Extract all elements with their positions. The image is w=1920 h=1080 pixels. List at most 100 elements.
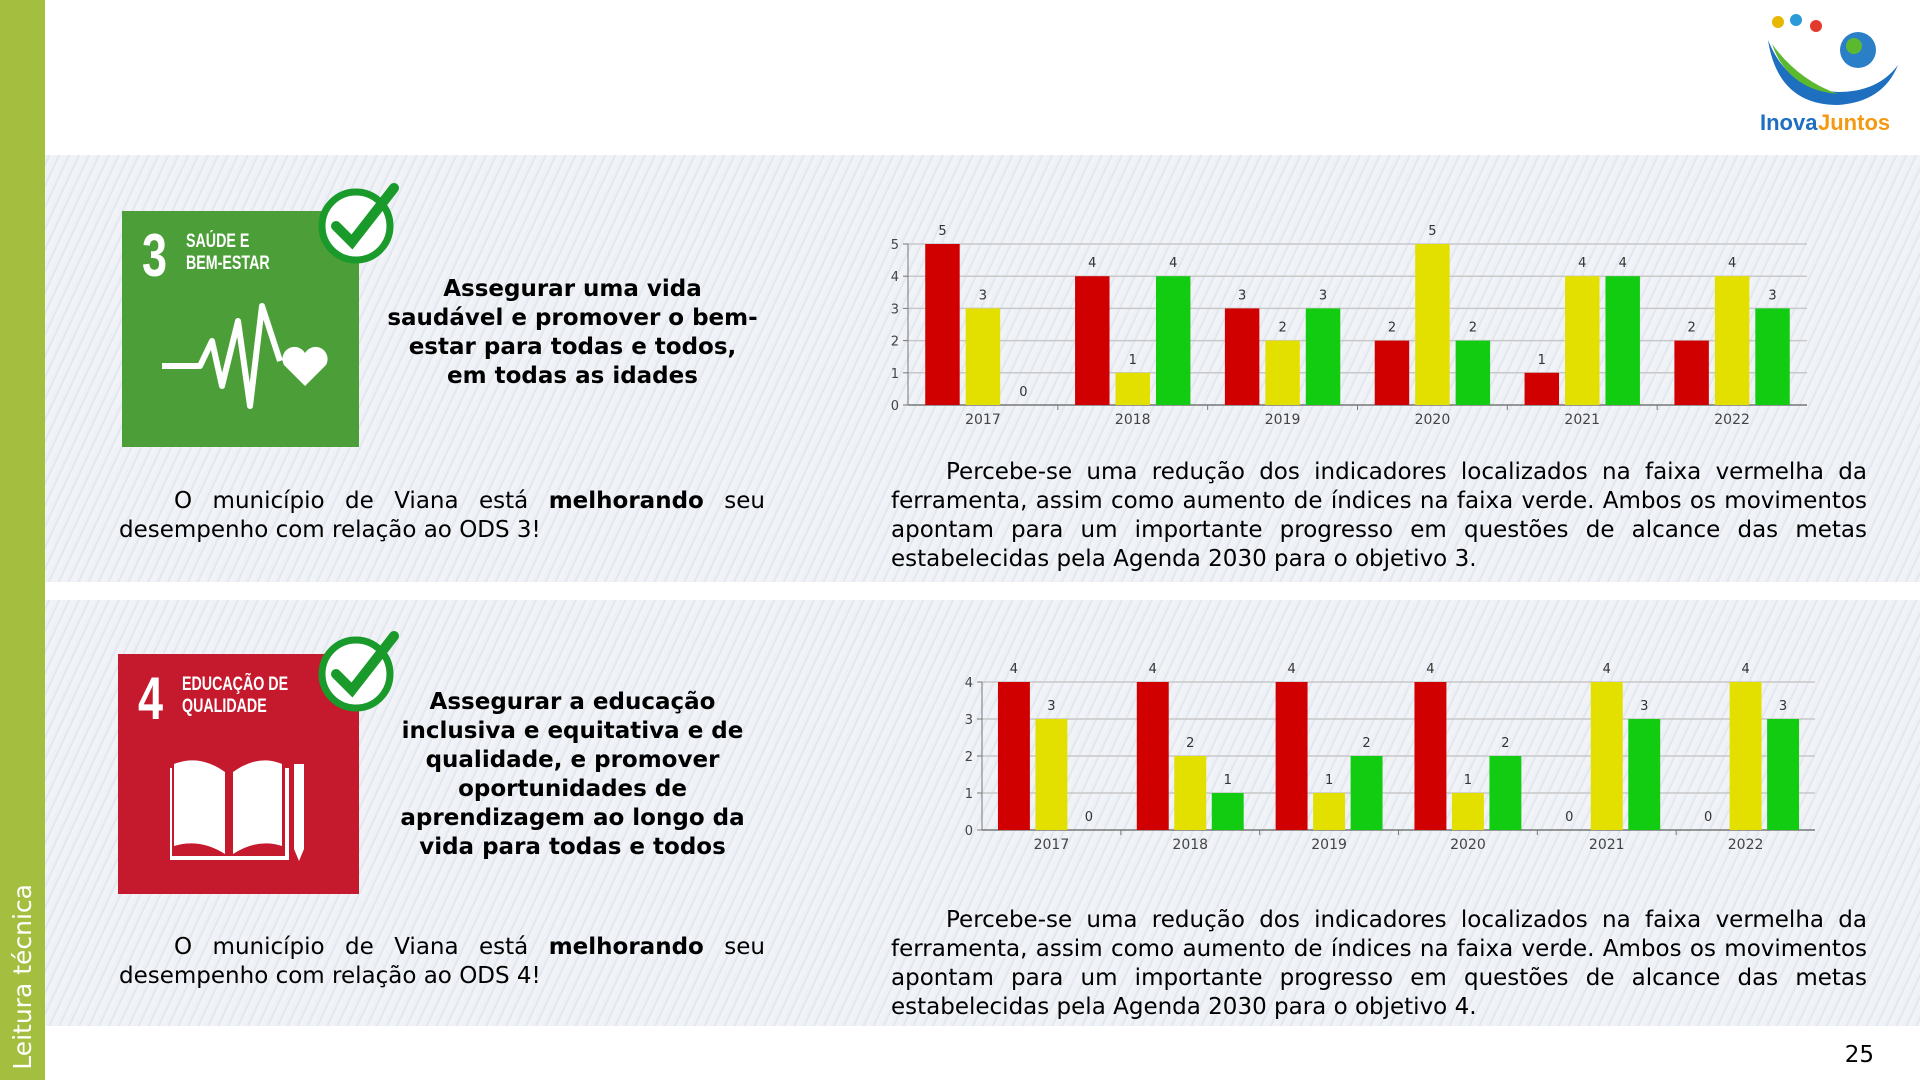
bar	[1350, 756, 1383, 830]
sdg3-tile: 3 SAÚDE E BEM-ESTAR	[122, 211, 359, 447]
data-label: 0	[1085, 810, 1093, 825]
bar	[1524, 372, 1560, 405]
bar	[1224, 308, 1260, 405]
y-tick-label: 2	[891, 335, 899, 350]
data-label: 4	[1149, 662, 1157, 677]
data-label: 4	[1287, 662, 1295, 677]
bar	[1489, 756, 1522, 830]
x-tick-label: 2018	[1115, 412, 1151, 428]
ods4-analysis: Percebe-se uma redução dos indicadores l…	[891, 907, 1867, 1020]
x-tick-label: 2017	[1034, 837, 1070, 853]
data-label: 2	[1501, 736, 1509, 751]
sidebar-bar: Leitura técnica	[0, 0, 45, 1080]
y-tick-label: 3	[965, 713, 973, 728]
bar	[1455, 340, 1491, 405]
bar	[1174, 756, 1207, 830]
bar	[1115, 372, 1150, 405]
sdg4-tile: 4 EDUCAÇÃO DE QUALIDADE	[118, 654, 359, 894]
x-tick-label: 2017	[965, 412, 1001, 428]
ods4-bar-chart: 0 1 2 3 4 2017 4 3 0 2018 4 2 1 2019 4 1 2 2020 4 1 2 2021 0 4 3…	[965, 662, 1815, 853]
bar	[1714, 276, 1750, 405]
ods3-bar-chart: 0 1 2 3 4 5 2017 5 3 0 2018 4 1 4 2019 3 2 3 2020 2 5 2 2021 1 4…	[891, 224, 1807, 428]
bar	[1605, 276, 1640, 405]
x-tick-label: 2019	[1265, 412, 1301, 428]
data-label: 5	[1428, 224, 1436, 239]
data-label: 3	[1768, 288, 1776, 303]
svg-text:Juntos: Juntos	[1818, 110, 1890, 135]
data-label: 4	[1603, 662, 1611, 677]
data-label: 2	[1687, 321, 1695, 336]
page-number: 25	[1844, 1042, 1874, 1068]
sdg-title: SAÚDE E BEM-ESTAR	[186, 231, 270, 274]
data-label: 1	[1464, 773, 1472, 788]
bar	[1414, 682, 1447, 830]
x-tick-label: 2022	[1714, 412, 1750, 428]
heartbeat-icon	[162, 303, 328, 409]
data-label: 4	[1010, 662, 1018, 677]
bar	[1565, 276, 1600, 405]
bar	[1628, 719, 1661, 830]
data-label: 3	[979, 288, 987, 303]
y-tick-label: 3	[891, 302, 899, 317]
y-tick-label: 1	[891, 367, 899, 382]
data-label: 0	[1704, 810, 1712, 825]
bar	[925, 244, 960, 405]
ods3-heading: Assegurar uma vida saudável e promover o…	[387, 276, 758, 389]
bar	[1767, 719, 1800, 830]
x-tick-label: 2022	[1728, 837, 1764, 853]
check-icon	[318, 631, 399, 712]
ods3-analysis: Percebe-se uma redução dos indicadores l…	[891, 459, 1867, 572]
ods4-heading: Assegurar a educação inclusiva e equitat…	[400, 689, 745, 860]
bar	[1415, 244, 1450, 405]
data-label: 4	[1728, 256, 1736, 271]
x-tick-label: 2021	[1589, 837, 1625, 853]
y-tick-label: 1	[965, 787, 973, 802]
data-label: 3	[1238, 288, 1246, 303]
bar	[1729, 682, 1762, 830]
data-label: 1	[1129, 353, 1137, 368]
bar	[1136, 682, 1169, 830]
sidebar-label: Leitura técnica	[8, 884, 37, 1070]
data-label: 3	[1047, 699, 1055, 714]
ods4-status: O município de Viana está melhorando seu…	[119, 934, 765, 989]
x-tick-label: 2020	[1415, 412, 1451, 428]
bar	[965, 308, 1001, 405]
data-label: 4	[1619, 256, 1627, 271]
bar	[997, 682, 1030, 830]
data-label: 4	[1578, 256, 1586, 271]
data-label: 2	[1469, 321, 1477, 336]
bar	[1313, 793, 1346, 830]
data-label: 4	[1088, 256, 1096, 271]
data-label: 5	[938, 224, 946, 239]
bar	[1451, 793, 1484, 830]
data-label: 0	[1565, 810, 1573, 825]
data-label: 2	[1186, 736, 1194, 751]
y-tick-label: 2	[965, 750, 973, 765]
book-pencil-icon	[170, 760, 304, 861]
data-label: 1	[1325, 773, 1333, 788]
y-tick-label: 4	[891, 270, 899, 285]
y-tick-label: 5	[891, 238, 899, 253]
ods3-status: O município de Viana está melhorando seu…	[119, 488, 765, 543]
x-tick-label: 2021	[1564, 412, 1600, 428]
data-label: 2	[1362, 736, 1370, 751]
sdg-title: EDUCAÇÃO DE QUALIDADE	[182, 674, 289, 717]
bar	[1211, 793, 1244, 830]
bar	[1075, 276, 1110, 405]
bar	[1275, 682, 1308, 830]
bar	[1755, 308, 1790, 405]
svg-text:Inova: Inova	[1760, 110, 1818, 135]
y-tick-label: 0	[965, 824, 973, 839]
bar	[1674, 340, 1709, 405]
data-label: 3	[1779, 699, 1787, 714]
bar	[1035, 719, 1068, 830]
data-label: 0	[1019, 385, 1027, 400]
sdg-number: 3	[142, 222, 168, 289]
data-label: 3	[1640, 699, 1648, 714]
sdg-number: 4	[138, 665, 164, 732]
inovajuntos-logo: Inova Juntos	[1760, 14, 1898, 135]
data-label: 1	[1224, 773, 1232, 788]
data-label: 4	[1426, 662, 1434, 677]
check-icon	[318, 183, 399, 264]
x-tick-label: 2018	[1172, 837, 1208, 853]
